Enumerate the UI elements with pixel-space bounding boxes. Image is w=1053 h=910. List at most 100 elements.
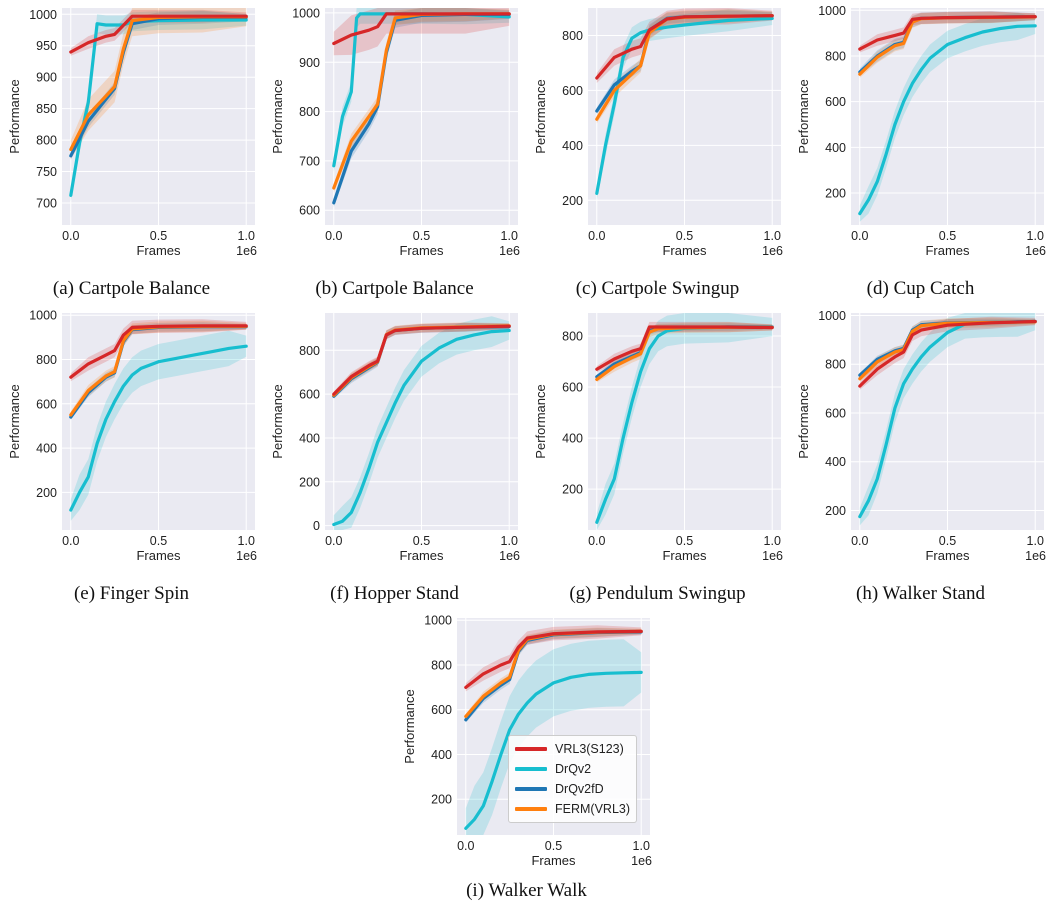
y-tick-label: 600: [36, 397, 57, 411]
x-tick-label: 1.0: [1027, 229, 1044, 243]
y-tick-label: 800: [825, 358, 846, 372]
y-tick-label: 400: [431, 748, 452, 762]
legend-label-vrl3: VRL3(S123): [555, 742, 624, 756]
y-axis-label: Performance: [796, 384, 811, 458]
chart-b: 600 700 800 900 1000 0.0 0.5 1.0 Frames 1e6 Perfor…: [270, 6, 520, 258]
y-tick-label: 700: [36, 196, 57, 210]
panel-d: 200 400 600 800 1000 0.0 0.5 1.0 Frames 1e6 Perfor…: [789, 0, 1052, 305]
x-axis-label: Frames: [531, 853, 576, 868]
y-axis-label: Performance: [7, 384, 22, 458]
y-tick-label: 800: [825, 49, 846, 63]
legend-label-ferm: FERM(VRL3): [555, 802, 631, 816]
series-line-vrl3: [595, 14, 774, 80]
x-axis-scale-note: 1e6: [499, 244, 520, 258]
series-line-drqv2: [332, 328, 511, 527]
caption-i: (i) Walker Walk: [466, 880, 587, 901]
y-tick-label: 400: [562, 139, 583, 153]
series-line-vrl3: [332, 12, 511, 46]
legend-item-vrl3: VRL3(S123): [515, 739, 630, 759]
y-tick-label: 800: [36, 353, 57, 367]
panel-c: 200 400 600 800 0.0 0.5 1.0 Frames 1e6 Performanc…: [526, 0, 789, 305]
y-tick-label: 800: [36, 134, 57, 148]
chart-f: 0 200 400 600 800 0.0 0.5 1.0 Frames 1e6 Performan…: [270, 313, 520, 563]
caption-d: (d) Cup Catch: [866, 278, 975, 299]
legend-swatch-drqv2fd: [515, 787, 547, 791]
y-tick-label: 950: [36, 39, 57, 53]
y-tick-label: 600: [299, 388, 320, 402]
y-tick-label: 800: [299, 344, 320, 358]
x-tick-label: 1.0: [633, 839, 650, 853]
x-tick-label: 1.0: [501, 534, 518, 548]
series-line-vrl3: [858, 15, 1037, 51]
legend-label-drqv2fd: DrQv2fD: [555, 782, 604, 796]
series-band-drqv2: [859, 313, 1036, 526]
x-axis-label: Frames: [136, 548, 181, 563]
x-axis-label: Frames: [662, 548, 707, 563]
x-tick-label: 0.5: [676, 229, 693, 243]
x-axis-scale-note: 1e6: [762, 244, 783, 258]
x-tick-label: 0.0: [325, 534, 342, 548]
x-tick-label: 0.5: [413, 229, 430, 243]
y-tick-label: 850: [36, 102, 57, 116]
x-axis-label: Frames: [925, 243, 970, 258]
x-axis-scale-note: 1e6: [499, 549, 520, 563]
x-axis-label: Frames: [925, 548, 970, 563]
chart-h: 200 400 600 800 1000 0.0 0.5 1.0 Frames 1e6 Perfor…: [796, 309, 1046, 563]
panel-i: 200 400 600 800 1000 0.0 0.5 1.0 Frames 1e6 Perfor…: [395, 610, 658, 910]
caption-g: (g) Pendulum Swingup: [569, 583, 746, 604]
panel-h: 200 400 600 800 1000 0.0 0.5 1.0 Frames 1e6 Perfor…: [789, 305, 1052, 610]
x-tick-label: 0.0: [62, 534, 79, 548]
y-tick-label: 750: [36, 165, 57, 179]
y-tick-label: 900: [299, 56, 320, 70]
legend-item-ferm: FERM(VRL3): [515, 799, 630, 819]
panel-f: 0 200 400 600 800 0.0 0.5 1.0 Frames 1e6 Performan…: [263, 305, 526, 610]
y-tick-label: 200: [825, 187, 846, 201]
y-tick-label: 1000: [29, 8, 57, 22]
y-axis-label: Performance: [7, 79, 22, 153]
y-tick-label: 400: [36, 442, 57, 456]
chart-e: 200 400 600 800 1000 0.0 0.5 1.0 Frames 1e6 Perfor…: [7, 309, 257, 563]
series-band-vrl3: [333, 8, 510, 56]
panel-e: 200 400 600 800 1000 0.0 0.5 1.0 Frames 1e6 Perfor…: [0, 305, 263, 610]
panel-b: 600 700 800 900 1000 0.0 0.5 1.0 Frames 1e6 Perfor…: [263, 0, 526, 305]
x-axis-scale-note: 1e6: [1025, 549, 1046, 563]
x-axis-label: Frames: [662, 243, 707, 258]
y-tick-label: 600: [562, 84, 583, 98]
y-tick-label: 1000: [818, 309, 846, 323]
x-tick-label: 0.0: [588, 229, 605, 243]
y-tick-label: 200: [562, 483, 583, 497]
series-line-drqv2: [858, 24, 1037, 216]
series-band-drqv2: [465, 639, 642, 835]
legend-item-drqv2: DrQv2: [515, 759, 630, 779]
x-tick-label: 0.5: [413, 534, 430, 548]
y-axis-label: Performance: [533, 79, 548, 153]
y-tick-label: 800: [562, 29, 583, 43]
series-line-drqv2: [69, 344, 248, 512]
chart-d: 200 400 600 800 1000 0.0 0.5 1.0 Frames 1e6 Perfor…: [796, 4, 1046, 258]
series-line-drqv2: [464, 670, 643, 830]
x-tick-label: 1.0: [238, 229, 255, 243]
y-tick-label: 600: [562, 381, 583, 395]
series-band-drqv2fd: [859, 318, 1036, 378]
caption-e: (e) Finger Spin: [73, 583, 190, 604]
caption-a: (a) Cartpole Balance: [52, 278, 211, 299]
series-line-vrl3: [595, 325, 774, 371]
x-tick-label: 0.0: [62, 229, 79, 243]
x-axis-scale-note: 1e6: [631, 854, 652, 868]
series-line-vrl3: [464, 629, 643, 689]
panel-a: 700 750 800 850 900 950 1000 0.0 0.5 1.0 Frames 1e6…: [0, 0, 263, 305]
y-tick-label: 400: [825, 455, 846, 469]
y-tick-label: 600: [299, 204, 320, 218]
legend-swatch-drqv2: [515, 767, 547, 771]
y-tick-label: 200: [431, 793, 452, 807]
y-tick-label: 600: [825, 95, 846, 109]
y-tick-label: 800: [562, 329, 583, 343]
y-axis-label: Performance: [270, 384, 285, 458]
series-line-vrl3: [69, 324, 248, 379]
x-tick-label: 1.0: [764, 229, 781, 243]
x-tick-label: 0.5: [939, 534, 956, 548]
x-tick-label: 0.5: [939, 229, 956, 243]
y-tick-label: 400: [825, 141, 846, 155]
y-axis-label: Performance: [796, 79, 811, 153]
x-tick-label: 1.0: [501, 229, 518, 243]
